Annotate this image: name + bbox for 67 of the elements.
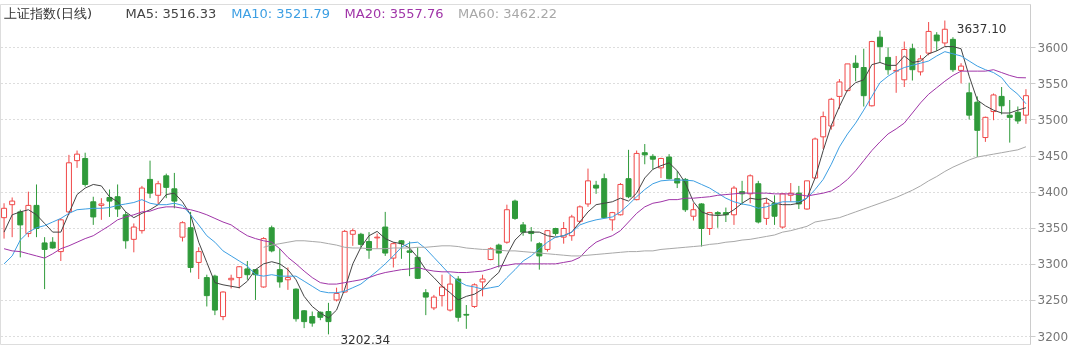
- candlestick: [374, 233, 381, 250]
- candlestick: [998, 86, 1005, 115]
- y-tick-label: 3200: [1037, 329, 1069, 344]
- candlestick: [641, 143, 648, 165]
- candlestick: [17, 209, 24, 258]
- candlestick: [852, 54, 859, 82]
- candlestick: [820, 111, 827, 150]
- candlestick: [236, 265, 243, 289]
- candlestick: [284, 266, 291, 291]
- text: MA60: 3462.22: [458, 6, 557, 21]
- candlestick: [422, 288, 429, 316]
- y-tick-label: 3450: [1037, 149, 1069, 164]
- candlestick: [568, 214, 575, 242]
- y-tick-label: 3300: [1037, 257, 1069, 272]
- chart-title: 上证指数(日线): [4, 6, 93, 21]
- candlestick: [268, 225, 275, 253]
- candlestick: [958, 62, 965, 84]
- candlestick: [90, 196, 97, 226]
- y-tick-label: 3600: [1037, 40, 1069, 55]
- candlestick: [195, 246, 202, 280]
- candlestick: [649, 153, 656, 170]
- candlestick: [747, 173, 754, 204]
- annotation: 3202.34: [340, 333, 391, 348]
- y-tick-label: 3350: [1037, 221, 1069, 236]
- candlestick: [33, 183, 40, 238]
- candlestick: [576, 204, 583, 224]
- candlestick: [163, 173, 170, 199]
- candlestick: [463, 304, 470, 330]
- line-series: [263, 146, 1027, 257]
- candlestick: [74, 150, 81, 169]
- candlestick: [925, 21, 932, 56]
- candlestick: [179, 220, 186, 242]
- candlestick: [982, 116, 989, 143]
- candlestick: [406, 240, 413, 277]
- candlestick: [885, 46, 892, 76]
- candlestick: [130, 222, 137, 253]
- candlestick: [584, 168, 591, 208]
- candlestick: [147, 160, 154, 199]
- y-tick-label: 3500: [1037, 113, 1069, 127]
- y-tick-label: 3250: [1037, 293, 1069, 308]
- candlestick: [593, 180, 600, 195]
- candlestick: [763, 197, 770, 226]
- candlestick: [876, 30, 883, 63]
- candlestick: [479, 274, 486, 297]
- candlestick: [966, 82, 973, 120]
- candlestick: [990, 93, 997, 121]
- candlestick: [98, 197, 105, 221]
- candlestick: [625, 149, 632, 199]
- candlestick: [366, 231, 373, 260]
- candlestick: [9, 196, 16, 238]
- candlestick: [771, 194, 778, 226]
- y-tick-label: 3550: [1037, 76, 1069, 91]
- candlestick: [439, 274, 446, 307]
- text: MA5: 3516.33: [125, 6, 217, 21]
- annotation: 3637.10: [956, 21, 1007, 36]
- y-tick-label: 3400: [1037, 185, 1069, 200]
- text: MA10: 3521.79: [231, 6, 331, 21]
- candlestick: [301, 309, 308, 329]
- candlestick: [276, 248, 283, 289]
- text: MA20: 3557.76: [344, 6, 444, 21]
- candlestick: [41, 236, 48, 290]
- candlestick: [1006, 99, 1013, 144]
- candlestick: [941, 20, 948, 47]
- candlestick: [155, 180, 162, 206]
- candlestick: [203, 274, 210, 307]
- candlestick: [933, 31, 940, 52]
- candlestick: [1022, 88, 1029, 125]
